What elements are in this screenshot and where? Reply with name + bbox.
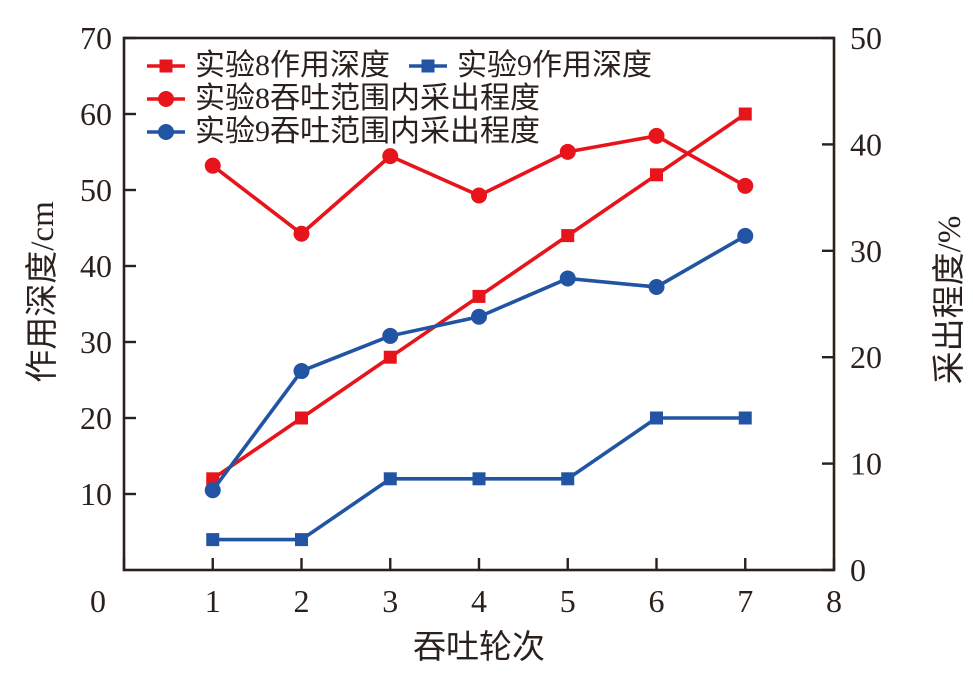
x-tick-label: 4: [471, 583, 487, 619]
data-point-square-series-0: [650, 168, 663, 182]
data-point-square-series-0: [472, 289, 486, 303]
data-point-square-series-1: [650, 411, 663, 425]
y-left-tick-label: 50: [80, 172, 112, 208]
data-point-square-series-0: [561, 229, 575, 243]
data-point-square-series-0: [206, 472, 220, 486]
y-left-tick-label: 60: [80, 96, 112, 132]
y-left-axis-title: 作用深度/cm: [24, 201, 61, 383]
data-point-circle-series-3: [204, 482, 221, 499]
data-point-circle-series-2: [471, 187, 487, 204]
series-line-2: [211, 134, 747, 237]
legend-row-3: 实验9吞吐范围内采出程度: [146, 115, 670, 148]
legend-label-exp9-recovery: 实验9吞吐范围内采出程度: [195, 115, 540, 148]
x-tick-label: 2: [294, 583, 310, 619]
y-left-tick-label: 20: [80, 400, 112, 436]
data-point-circle-series-3: [293, 363, 310, 380]
data-point-circle-series-2: [737, 177, 754, 194]
data-point-square-series-1: [383, 472, 397, 486]
y-left-tick-label: 70: [80, 20, 112, 56]
y-left-tick-label: 40: [80, 248, 112, 284]
x-tick-label: 3: [382, 583, 398, 619]
data-point-square-series-1: [738, 411, 752, 425]
data-point-circle-series-3: [382, 327, 399, 344]
data-point-circle-series-3: [648, 278, 665, 295]
x-tick-label: 0: [90, 583, 106, 619]
legend-row-1: 实验8作用深度 实验9作用深度: [146, 49, 670, 82]
legend-label-exp8-depth: 实验8作用深度: [195, 49, 390, 82]
legend-marker-blue-circle-icon: [147, 123, 185, 140]
y-left-tick-label: 30: [80, 324, 112, 360]
legend: 实验8作用深度 实验9作用深度 实验8吞吐范围内采出程度: [146, 49, 670, 148]
legend-row-2: 实验8吞吐范围内采出程度: [146, 82, 670, 115]
y-right-tick-label: 10: [850, 446, 882, 482]
y-right-tick-label: 30: [850, 233, 882, 269]
y-right-tick-label: 50: [850, 20, 882, 56]
data-point-circle-series-2: [204, 157, 221, 174]
legend-item-exp9-recovery: 实验9吞吐范围内采出程度: [146, 115, 540, 148]
legend-item-exp9-depth: 实验9作用深度: [408, 49, 652, 82]
legend-item-exp8-recovery: 实验8吞吐范围内采出程度: [146, 82, 540, 115]
data-point-circle-series-2: [559, 143, 576, 160]
legend-marker-blue-square-icon: [409, 59, 447, 72]
x-tick-label: 7: [737, 583, 753, 619]
data-point-circle-series-2: [648, 127, 665, 144]
y-right-axis-title: 采出程度/%: [931, 216, 968, 385]
data-point-circle-series-3: [471, 308, 487, 325]
x-tick-label: 1: [205, 583, 221, 619]
data-point-circle-series-2: [382, 148, 399, 165]
x-axis-title: 吞吐轮次: [413, 629, 545, 666]
legend-label-exp9-depth: 实验9作用深度: [457, 49, 652, 82]
data-point-square-series-1: [472, 472, 486, 486]
chart-generated-layer: 0 1 2 3 4 5 6 7 8 10 20 30 40 50 60 70 0 10 20 30 40 50: [80, 20, 882, 619]
legend-label-exp8-recovery: 实验8吞吐范围内采出程度: [195, 82, 540, 115]
data-point-circle-series-3: [737, 227, 754, 244]
data-point-square-series-0: [383, 350, 397, 364]
series-line-3: [211, 234, 747, 492]
y-right-tick-label: 20: [850, 339, 882, 375]
data-point-square-series-0: [295, 411, 308, 425]
x-tick-label: 6: [649, 583, 665, 619]
x-tick-label: 8: [826, 583, 842, 619]
data-point-square-series-1: [561, 472, 575, 486]
y-right-tick-label: 40: [850, 126, 882, 162]
data-point-square-series-0: [738, 107, 752, 121]
data-point-square-series-1: [206, 533, 220, 547]
legend-marker-red-square-icon: [147, 59, 185, 72]
legend-item-exp8-depth: 实验8作用深度: [146, 49, 390, 82]
legend-marker-red-circle-icon: [147, 90, 185, 107]
data-point-circle-series-3: [559, 270, 576, 287]
data-point-square-series-1: [295, 533, 308, 547]
y-right-tick-label: 0: [850, 552, 866, 588]
y-left-tick-label: 10: [80, 476, 112, 512]
x-tick-label: 5: [560, 583, 576, 619]
data-point-circle-series-2: [293, 225, 310, 242]
